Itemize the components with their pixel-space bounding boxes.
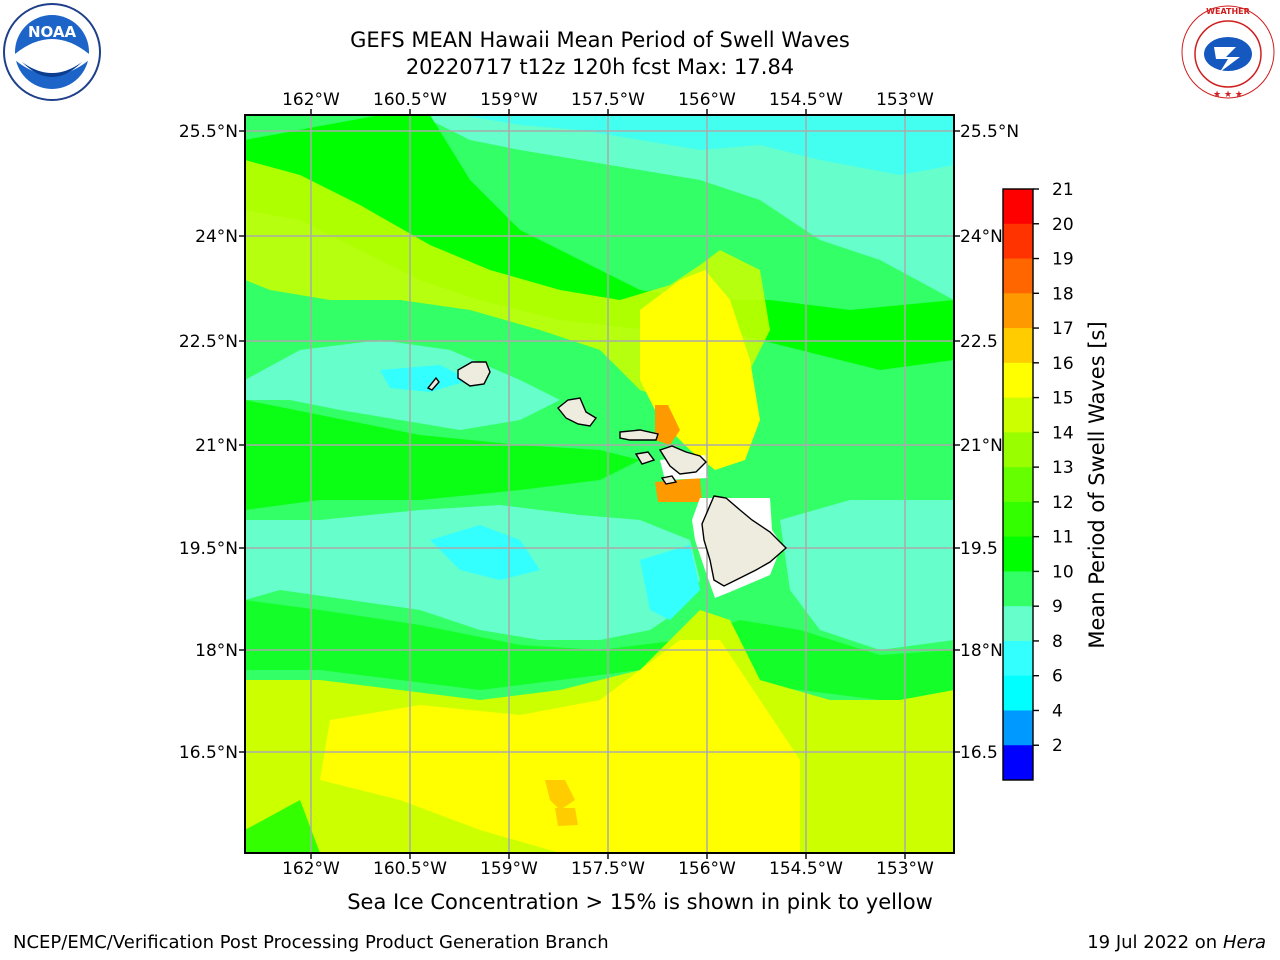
colorbar-swatch	[1003, 328, 1033, 364]
lon-label: 153°W	[876, 90, 934, 110]
colorbar-swatch	[1003, 362, 1033, 399]
lon-label: 160.5°W	[373, 859, 447, 879]
lat-label: 16.5°N	[179, 743, 238, 763]
colorbar-tick-label: 20	[1052, 215, 1074, 235]
lon-label: 157.5°W	[571, 859, 645, 879]
top-lon-labels: 162°W 160.5°W 159°W 157.5°W 156°W 154.5°…	[282, 90, 934, 110]
lat-label: 22.5	[960, 332, 998, 352]
lon-label: 160.5°W	[373, 90, 447, 110]
lat-label: 18°N	[960, 641, 1003, 661]
footer-date: 19 Jul 2022 on Hera	[1087, 932, 1266, 953]
colorbar-tick-label: 2	[1052, 736, 1063, 756]
colorbar-swatch	[1003, 536, 1033, 572]
colorbar-tick-label: 9	[1052, 597, 1063, 617]
colorbar-tick-label: 8	[1052, 632, 1063, 652]
lat-label: 24°N	[960, 227, 1003, 247]
lat-label: 21°N	[960, 436, 1003, 456]
colorbar-swatch	[1003, 223, 1033, 260]
colorbar-ticks: 21 20 19 18 17 16 15 14 13 12 11 10 9 8 6 4 2	[1033, 180, 1074, 756]
lon-label: 159°W	[480, 90, 538, 110]
colorbar-swatch	[1003, 432, 1033, 468]
nws-logo: WEATHER ★ ★ ★	[1178, 2, 1278, 102]
colorbar-swatch	[1003, 571, 1033, 607]
lon-label: 157.5°W	[571, 90, 645, 110]
colorbar-swatch	[1003, 189, 1033, 225]
colorbar-tick-label: 6	[1052, 667, 1063, 687]
colorbar-swatch	[1003, 397, 1033, 433]
colorbar-tick-label: 17	[1052, 319, 1074, 339]
colorbar: 21 20 19 18 17 16 15 14 13 12 11 10 9 8 6 4 2	[1002, 180, 1074, 781]
caption-text: Sea Ice Concentration > 15% is shown in …	[347, 890, 933, 914]
footer-credit: NCEP/EMC/Verification Post Processing Pr…	[13, 932, 609, 953]
axis-ticks	[239, 109, 960, 859]
lat-label: 16.5	[960, 743, 998, 763]
colorbar-tick-label: 10	[1052, 562, 1074, 582]
svg-text:★ ★ ★: ★ ★ ★	[1213, 90, 1243, 100]
colorbar-swatch	[1003, 710, 1033, 746]
colorbar-frame	[1002, 188, 1034, 781]
island-niihau	[426, 376, 440, 391]
colorbar-tick-label: 16	[1052, 354, 1074, 374]
colorbar-swatch	[1003, 745, 1033, 781]
right-lat-labels: 25.5°N 24°N 22.5 21°N 19.5 18°N 16.5	[960, 122, 1019, 763]
lon-label: 156°W	[678, 859, 736, 879]
lon-label: 159°W	[480, 859, 538, 879]
lat-label: 19.5	[960, 539, 998, 559]
chart-title: GEFS MEAN Hawaii Mean Period of Swell Wa…	[350, 28, 850, 52]
colorbar-tick-label: 18	[1052, 284, 1074, 304]
lat-label: 22.5°N	[179, 332, 238, 352]
island-oahu	[557, 397, 598, 427]
colorbar-tick-label: 4	[1052, 701, 1063, 721]
lon-label: 156°W	[678, 90, 736, 110]
colorbar-tick-label: 19	[1052, 250, 1074, 270]
island-maui	[658, 445, 707, 475]
swell-field	[245, 115, 954, 853]
footer-host: Hera	[1222, 932, 1266, 953]
colorbar-swatch	[1003, 293, 1033, 329]
lat-label: 25.5°N	[179, 122, 238, 142]
colorbar-tick-label: 15	[1052, 389, 1074, 409]
left-lat-labels: 25.5°N 24°N 22.5°N 21°N 19.5°N 18°N 16.5…	[179, 122, 238, 763]
colorbar-swatches	[1003, 189, 1033, 781]
lat-label: 19.5°N	[179, 539, 238, 559]
island-kauai	[457, 361, 491, 387]
lat-label: 18°N	[195, 641, 238, 661]
colorbar-swatch	[1003, 640, 1033, 677]
lon-label: 153°W	[876, 859, 934, 879]
colorbar-tick-label: 21	[1052, 180, 1074, 200]
noaa-logo: NOAA	[2, 2, 102, 102]
footer-date-text: 19 Jul 2022 on	[1087, 932, 1223, 953]
colorbar-label: Mean Period of Swell Waves [s]	[1085, 321, 1109, 649]
colorbar-tick-label: 11	[1052, 528, 1074, 548]
colorbar-swatch	[1003, 258, 1033, 294]
lat-label: 25.5°N	[960, 122, 1019, 142]
colorbar-swatch	[1003, 675, 1033, 711]
colorbar-tick-label: 14	[1052, 423, 1074, 443]
colorbar-tick-label: 12	[1052, 493, 1074, 513]
bottom-lon-labels: 162°W 160.5°W 159°W 157.5°W 156°W 154.5°…	[282, 859, 934, 879]
island-lanai	[634, 451, 656, 465]
lon-label: 154.5°W	[769, 90, 843, 110]
colorbar-tick-label: 13	[1052, 458, 1074, 478]
lon-label: 162°W	[282, 859, 340, 879]
lat-label: 21°N	[195, 436, 238, 456]
lat-label: 24°N	[195, 227, 238, 247]
noaa-logo-text: NOAA	[28, 23, 77, 41]
colorbar-swatch	[1003, 467, 1033, 503]
colorbar-swatch	[1003, 501, 1033, 538]
graticule	[245, 115, 954, 853]
island-hawaii	[701, 495, 788, 587]
islands	[426, 361, 788, 587]
colorbar-swatch	[1003, 606, 1033, 642]
chart-subtitle: 20220717 t12z 120h fcst Max: 17.84	[405, 55, 795, 79]
caption: Sea Ice Concentration > 15% is shown in …	[0, 890, 1280, 914]
island-kahoolawe	[660, 475, 678, 485]
lon-label: 162°W	[282, 90, 340, 110]
island-molokai	[619, 429, 659, 441]
svg-text:WEATHER: WEATHER	[1206, 7, 1250, 16]
lon-label: 154.5°W	[769, 859, 843, 879]
map-frame	[244, 114, 955, 854]
